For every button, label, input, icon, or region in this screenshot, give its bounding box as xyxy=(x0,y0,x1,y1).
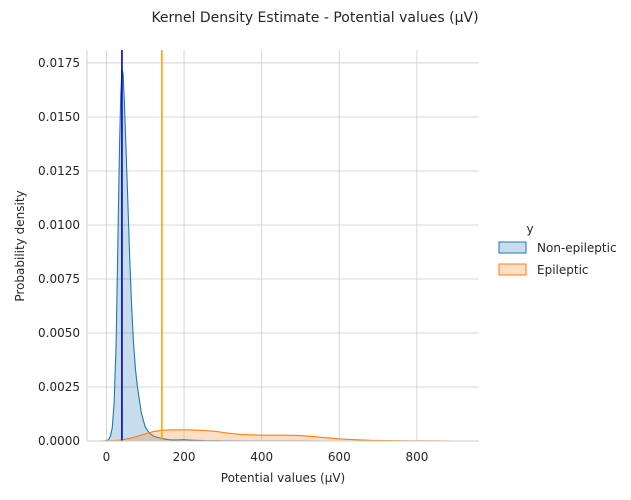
y-tick-label: 0.0150 xyxy=(38,110,80,124)
x-tick-label: 0 xyxy=(103,450,111,464)
y-tick-label: 0.0000 xyxy=(38,434,80,448)
y-tick-label: 0.0075 xyxy=(38,272,80,286)
y-tick-label: 0.0100 xyxy=(38,218,80,232)
x-tick-label: 200 xyxy=(173,450,196,464)
axes xyxy=(86,50,479,442)
legend-entry-non-epileptic: Non-epileptic xyxy=(498,241,617,255)
y-tick-label: 0.0050 xyxy=(38,326,80,340)
legend-swatch-epileptic xyxy=(498,263,527,276)
y-axis-label: Probability density xyxy=(13,190,27,301)
x-tick-labels: 0 200 400 600 800 xyxy=(103,450,429,464)
legend-label-epileptic: Epileptic xyxy=(537,263,589,277)
legend-label-non-epileptic: Non-epileptic xyxy=(537,241,617,255)
density-line-non-epileptic xyxy=(104,69,324,442)
legend-swatch-non-epileptic xyxy=(498,241,527,254)
grid-lines xyxy=(87,50,479,442)
x-axis-label: Potential values (µV) xyxy=(221,471,345,485)
density-line-epileptic xyxy=(88,429,456,442)
y-tick-labels: 0.0000 0.0025 0.0050 0.0075 0.0100 0.0125 0.01… xyxy=(38,56,80,448)
legend: y Non-epileptic Epileptic xyxy=(498,222,617,277)
chart-title: Kernel Density Estimate - Potential valu… xyxy=(151,10,478,26)
y-tick-label: 0.0025 xyxy=(38,380,80,394)
legend-title: y xyxy=(526,222,533,236)
x-tick-label: 600 xyxy=(328,450,351,464)
x-tick-label: 400 xyxy=(250,450,273,464)
legend-entry-epileptic: Epileptic xyxy=(498,263,589,277)
density-area-non-epileptic xyxy=(104,69,324,441)
y-tick-label: 0.0175 xyxy=(38,56,80,70)
y-tick-label: 0.0125 xyxy=(38,164,80,178)
vertical-lines xyxy=(121,50,163,441)
x-tick-label: 800 xyxy=(405,450,428,464)
series-layer xyxy=(88,69,456,442)
